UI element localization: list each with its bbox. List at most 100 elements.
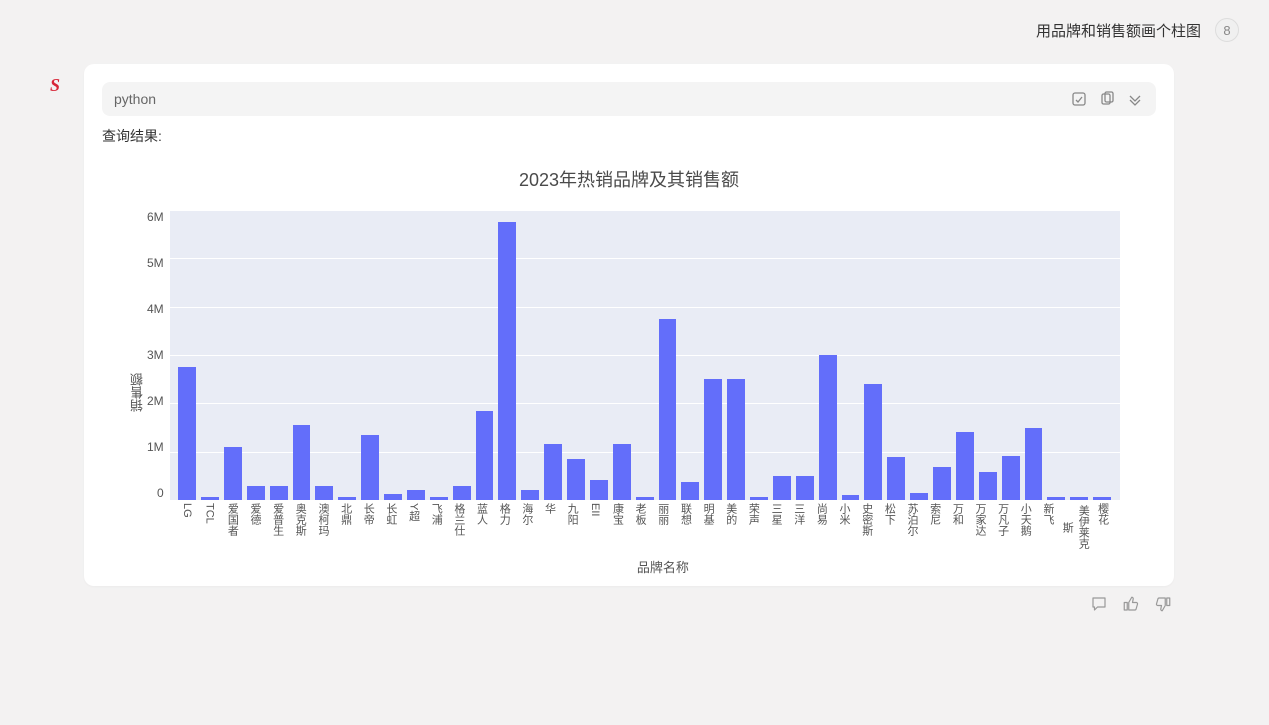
bar-slot: [359, 210, 382, 500]
bar-slot: [953, 210, 976, 500]
bar[interactable]: [544, 444, 562, 500]
bar-slot: [839, 210, 862, 500]
chart-plot: [170, 210, 1120, 500]
x-tick-label: 爱国者: [221, 503, 244, 551]
bar[interactable]: [979, 472, 997, 500]
y-tick-label: 0: [147, 486, 164, 500]
bar[interactable]: [773, 476, 791, 500]
bar[interactable]: [384, 494, 402, 500]
x-tick-label: 格力: [493, 503, 516, 551]
bar[interactable]: [887, 457, 905, 501]
bar[interactable]: [819, 355, 837, 500]
bar-slot: [404, 210, 427, 500]
bar[interactable]: [430, 497, 448, 500]
bar[interactable]: [178, 367, 196, 500]
x-axis-ticks: LGTCL爱国者爱德爱普生奥克斯澳柯玛北鼎长帝长虹Y超飞浦格兰仕蓝人格力海尔华九…: [170, 500, 1120, 551]
chevron-down-icon[interactable]: [1126, 90, 1144, 108]
x-tick-label: 爱普生: [266, 503, 289, 551]
x-tick-label: 新飞: [1037, 503, 1060, 551]
x-tick-label: 长虹: [380, 503, 403, 551]
assistant-avatar-icon: S: [44, 74, 66, 96]
bar-slot: [221, 210, 244, 500]
bar[interactable]: [247, 486, 265, 500]
bar[interactable]: [956, 432, 974, 500]
bar[interactable]: [201, 497, 219, 500]
bar[interactable]: [750, 497, 768, 500]
bar[interactable]: [270, 486, 288, 500]
x-tick-label: EII: [583, 503, 606, 551]
x-tick-label: 蓝人: [470, 503, 493, 551]
x-tick-label: 万家达: [969, 503, 992, 551]
x-tick-label: 澳柯玛: [312, 503, 335, 551]
assistant-card: python 查询结果: 2023年热销品牌及其销售额 销售额 6M5M4M3M…: [84, 64, 1174, 586]
run-icon[interactable]: [1070, 90, 1088, 108]
x-tick-label: 明基: [697, 503, 720, 551]
bar-slot: [679, 210, 702, 500]
bar[interactable]: [842, 495, 860, 500]
bar-slot: [267, 210, 290, 500]
bar-slot: [1068, 210, 1091, 500]
bar[interactable]: [933, 467, 951, 500]
y-axis-ticks: 6M5M4M3M2M1M0: [147, 210, 170, 500]
x-tick-label: 爱德: [244, 503, 267, 551]
bar-slot: [427, 210, 450, 500]
y-tick-label: 3M: [147, 348, 164, 362]
bar[interactable]: [476, 411, 494, 500]
bar[interactable]: [864, 384, 882, 500]
bar[interactable]: [224, 447, 242, 500]
bar[interactable]: [315, 486, 333, 500]
y-tick-label: 1M: [147, 440, 164, 454]
bar[interactable]: [567, 459, 585, 500]
thumbs-up-icon[interactable]: [1121, 594, 1141, 614]
x-tick-label: 长帝: [357, 503, 380, 551]
x-tick-label: 三洋: [787, 503, 810, 551]
bar-slot: [519, 210, 542, 500]
comment-icon[interactable]: [1089, 594, 1109, 614]
bar-slot: [496, 210, 519, 500]
bar-slot: [176, 210, 199, 500]
bar[interactable]: [590, 480, 608, 500]
bar[interactable]: [796, 476, 814, 500]
bar[interactable]: [1093, 497, 1111, 500]
bar[interactable]: [407, 490, 425, 500]
x-tick-label: 荣声: [742, 503, 765, 551]
copy-icon[interactable]: [1098, 90, 1116, 108]
feedback-row: [0, 586, 1269, 614]
bar[interactable]: [521, 490, 539, 500]
x-tick-label: 小米: [833, 503, 856, 551]
bar[interactable]: [338, 497, 356, 500]
bar-slot: [313, 210, 336, 500]
x-tick-label: 海尔: [516, 503, 539, 551]
bar[interactable]: [1070, 497, 1088, 500]
bar[interactable]: [453, 486, 471, 500]
bar[interactable]: [681, 482, 699, 500]
bar[interactable]: [361, 435, 379, 500]
x-tick-label: 北鼎: [334, 503, 357, 551]
y-tick-label: 6M: [147, 210, 164, 224]
bar-slot: [450, 210, 473, 500]
result-label: 查询结果:: [102, 126, 1174, 146]
thumbs-down-icon[interactable]: [1153, 594, 1173, 614]
bar-slot: [793, 210, 816, 500]
bar[interactable]: [910, 493, 928, 500]
bar-slot: [748, 210, 771, 500]
bar[interactable]: [1025, 428, 1043, 500]
bar[interactable]: [659, 319, 677, 500]
x-tick-label: 尚易: [810, 503, 833, 551]
x-tick-label: 老板: [629, 503, 652, 551]
user-avatar: 8: [1215, 18, 1239, 42]
x-tick-label: 九阳: [561, 503, 584, 551]
y-tick-label: 4M: [147, 302, 164, 316]
user-message-text: 用品牌和销售额画个柱图: [1036, 20, 1201, 41]
x-tick-label: 小天鹅: [1014, 503, 1037, 551]
x-tick-label: 联想: [674, 503, 697, 551]
bar[interactable]: [636, 497, 654, 500]
bar[interactable]: [1002, 456, 1020, 500]
bar[interactable]: [727, 379, 745, 500]
bar[interactable]: [704, 379, 722, 500]
bar[interactable]: [613, 444, 631, 500]
bar[interactable]: [293, 425, 311, 500]
bar[interactable]: [498, 222, 516, 500]
bar[interactable]: [1047, 497, 1065, 500]
bar-slot: [336, 210, 359, 500]
